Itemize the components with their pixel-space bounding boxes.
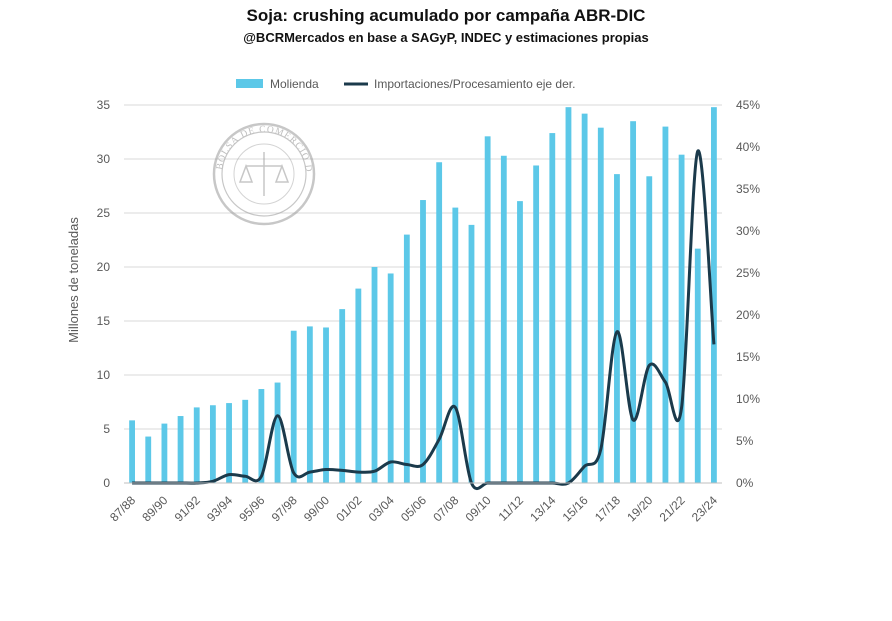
x-tick-label: 19/20 xyxy=(624,493,655,524)
line-series xyxy=(132,149,716,491)
bars xyxy=(129,107,717,484)
bar xyxy=(614,174,620,483)
bar xyxy=(436,162,443,484)
bar xyxy=(549,133,556,483)
y-tick-label: 30 xyxy=(97,152,111,166)
x-tick-label: 03/04 xyxy=(366,493,397,524)
bar xyxy=(468,224,475,483)
y2-tick-label: 35% xyxy=(736,182,760,196)
x-tick-label: 07/08 xyxy=(430,493,461,524)
x-tick-label: 21/22 xyxy=(657,493,688,524)
bar xyxy=(306,326,313,483)
bar xyxy=(420,200,426,484)
legend-bar-label: Molienda xyxy=(270,77,319,91)
series-line xyxy=(132,149,716,491)
bar xyxy=(678,154,685,483)
bar xyxy=(597,127,604,484)
bar xyxy=(274,382,281,483)
bar xyxy=(387,273,394,483)
y2-tick-label: 25% xyxy=(736,266,760,280)
legend-bar-swatch xyxy=(236,79,263,88)
chart-subtitle: @BCRMercados en base a SAGyP, INDEC y es… xyxy=(243,30,649,45)
x-tick-label: 93/94 xyxy=(204,493,235,524)
bar xyxy=(129,420,135,483)
bar xyxy=(193,407,200,483)
gridlines xyxy=(124,104,722,430)
x-tick-label: 89/90 xyxy=(139,493,170,524)
bar xyxy=(630,121,637,483)
watermark-seal: BOLSA DE COMERCIO DE ROSARIO xyxy=(0,0,316,226)
x-tick-label: 95/96 xyxy=(236,493,267,524)
bar xyxy=(258,389,265,483)
bar xyxy=(403,234,410,483)
bar xyxy=(226,403,232,483)
x-tick-label: 91/92 xyxy=(172,493,203,524)
bar xyxy=(662,126,669,483)
x-tick-label: 01/02 xyxy=(333,493,364,524)
bar xyxy=(209,405,216,483)
x-tick-label: 13/14 xyxy=(527,493,558,524)
y-tick-label: 35 xyxy=(97,98,111,112)
y-tick-label: 25 xyxy=(97,206,111,220)
bar xyxy=(371,267,378,483)
chart-title: Soja: crushing acumulado por campaña ABR… xyxy=(246,6,646,25)
bar xyxy=(517,201,523,483)
bar xyxy=(323,327,329,483)
x-tick-label: 15/16 xyxy=(560,493,591,524)
y-tick-label: 0 xyxy=(103,476,110,490)
y2-tick-label: 40% xyxy=(736,140,760,154)
x-tick-label: 11/12 xyxy=(496,493,527,524)
bar xyxy=(242,399,249,483)
watermark-text: BOLSA DE COMERCIO DE ROSARIO xyxy=(0,0,312,173)
y-axis-title: Millones de toneladas xyxy=(66,217,81,343)
y-tick-label: 5 xyxy=(103,422,110,436)
bar xyxy=(581,113,588,483)
legend: Molienda Importaciones/Procesamiento eje… xyxy=(236,77,575,91)
bar xyxy=(177,416,184,483)
x-tick-label: 17/18 xyxy=(592,493,623,524)
bar xyxy=(711,107,717,483)
y-tick-label: 15 xyxy=(97,314,111,328)
bar xyxy=(452,207,459,483)
y2-tick-label: 15% xyxy=(736,350,760,364)
bar xyxy=(484,136,491,483)
x-tick-label: 23/24 xyxy=(689,493,720,524)
bar xyxy=(533,165,540,484)
bar xyxy=(565,107,572,483)
y2-tick-label: 30% xyxy=(736,224,760,238)
y2-tick-label: 45% xyxy=(736,98,760,112)
x-tick-label: 97/98 xyxy=(269,493,300,524)
bar xyxy=(290,330,297,483)
bar xyxy=(500,155,507,483)
y-tick-label: 20 xyxy=(97,260,111,274)
y2-tick-label: 0% xyxy=(736,476,754,490)
x-tick-label: 09/10 xyxy=(463,493,494,524)
x-tick-label: 99/00 xyxy=(301,493,332,524)
y2-tick-label: 5% xyxy=(736,434,754,448)
bar xyxy=(161,423,168,483)
y-tick-label: 10 xyxy=(97,368,111,382)
bar xyxy=(339,309,346,483)
svg-text:BOLSA DE COMERCIO DE ROSARIO: BOLSA DE COMERCIO DE ROSARIO xyxy=(0,0,313,173)
y2-tick-label: 20% xyxy=(736,308,760,322)
bar xyxy=(145,436,152,483)
y2-tick-label: 10% xyxy=(736,392,760,406)
x-tick-label: 87/88 xyxy=(107,493,138,524)
x-tick-label: 05/06 xyxy=(398,493,429,524)
legend-line-label: Importaciones/Procesamiento eje der. xyxy=(374,77,575,91)
bar xyxy=(694,248,701,483)
bar xyxy=(355,288,362,483)
bar xyxy=(646,176,653,483)
